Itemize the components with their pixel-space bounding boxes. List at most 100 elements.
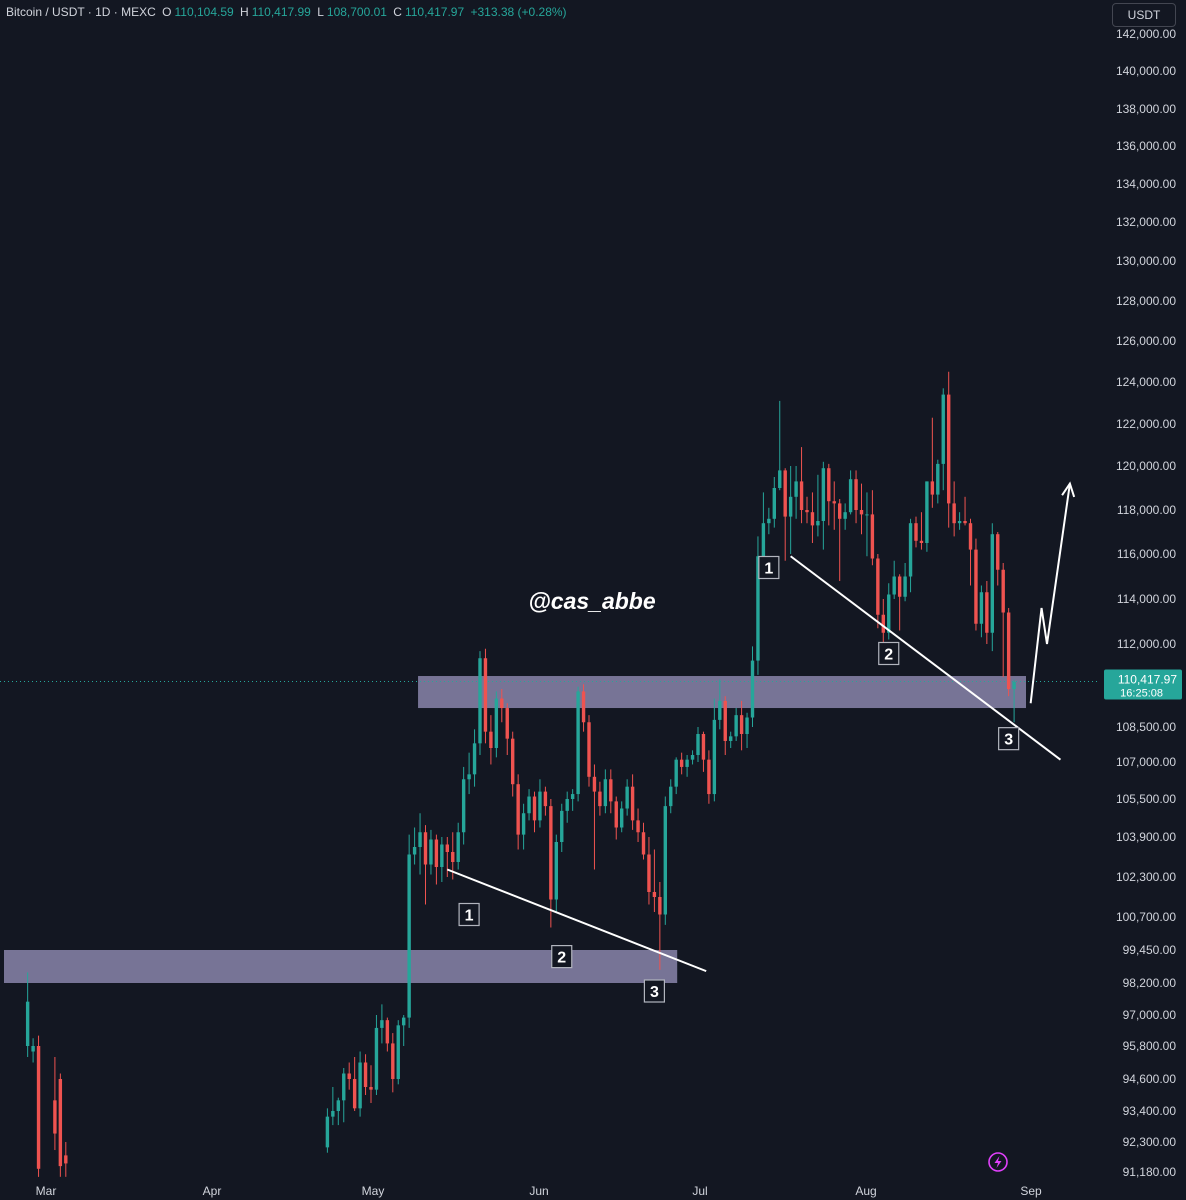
symbol-title[interactable]: Bitcoin / USDT · 1D · MEXC — [6, 5, 156, 19]
candle — [805, 496, 809, 524]
candle-body — [521, 813, 526, 835]
trendline — [790, 555, 1062, 761]
price-tick-label: 92,300.00 — [1123, 1135, 1177, 1149]
candle — [859, 483, 864, 535]
candle — [712, 698, 717, 802]
candle-body — [352, 1079, 357, 1109]
candle-body — [1012, 681, 1016, 690]
candle — [369, 1065, 373, 1103]
candle — [418, 813, 422, 875]
price-tick-label: 124,000.00 — [1116, 375, 1176, 389]
projection-arrow — [1029, 483, 1071, 704]
candle — [592, 764, 597, 870]
candle-body — [788, 496, 793, 517]
candle — [799, 447, 804, 524]
time-tick-label: Jul — [692, 1184, 707, 1198]
candle — [31, 1038, 35, 1063]
candle-body — [652, 892, 657, 897]
candle — [412, 827, 417, 865]
candle — [794, 466, 798, 519]
candle — [788, 466, 793, 554]
candle — [570, 789, 575, 811]
candle-body — [543, 791, 548, 807]
candle-body — [778, 470, 782, 488]
candle — [658, 882, 662, 970]
candle-body — [494, 698, 499, 748]
candle — [838, 499, 842, 581]
currency-selector[interactable]: USDT — [1112, 3, 1176, 27]
candle-body — [412, 847, 417, 855]
candle — [64, 1142, 68, 1177]
candle-body — [429, 839, 433, 865]
candle — [374, 1015, 379, 1095]
candle-body — [723, 700, 727, 741]
candle — [985, 581, 989, 644]
candle-body — [750, 660, 755, 718]
candle — [516, 774, 520, 850]
candle-body — [483, 658, 488, 732]
candle — [565, 791, 569, 823]
wave-label: 1 — [465, 908, 474, 925]
candle — [614, 796, 618, 840]
wave-label-box — [643, 979, 666, 1003]
candle — [865, 492, 869, 557]
candle — [827, 463, 831, 526]
lightning-icon[interactable] — [988, 1152, 1008, 1172]
candle-body — [369, 1087, 373, 1090]
candle — [494, 691, 499, 758]
price-tick-label: 107,000.00 — [1116, 755, 1176, 769]
candle-body — [445, 844, 449, 852]
candle-body — [848, 479, 853, 513]
price-tick-label: 91,180.00 — [1123, 1165, 1177, 1179]
price-tick-label: 138,000.00 — [1116, 102, 1176, 116]
candle-body — [554, 842, 558, 900]
candle-body — [434, 839, 439, 867]
candle-body — [810, 512, 815, 526]
candle — [385, 1017, 390, 1052]
candle-body — [402, 1017, 406, 1026]
candle — [363, 1054, 368, 1095]
candle — [609, 769, 613, 814]
candle-body — [772, 488, 776, 519]
price-tick-label: 128,000.00 — [1116, 294, 1176, 308]
candle — [810, 492, 815, 543]
candle-body — [663, 806, 667, 915]
candle — [685, 755, 689, 777]
candle — [778, 400, 782, 491]
candle-body — [36, 1046, 41, 1169]
candle-body — [630, 786, 635, 821]
candle — [511, 731, 515, 797]
projection-arrow-head — [1061, 481, 1076, 498]
candle-body — [25, 1001, 30, 1046]
candle-body — [538, 791, 542, 821]
candle-body — [963, 521, 967, 524]
low-label: L — [317, 5, 324, 19]
wave-label-box — [878, 641, 900, 666]
time-tick-label: Mar — [36, 1184, 57, 1198]
candle-body — [859, 510, 864, 515]
candle — [505, 703, 509, 755]
candle-body — [609, 779, 613, 802]
price-tick-label: 93,400.00 — [1123, 1104, 1177, 1118]
chart-header: Bitcoin / USDT · 1D · MEXC O 110,104.59 H… — [6, 5, 570, 19]
candle — [897, 574, 902, 631]
candle-body — [325, 1116, 330, 1148]
candle — [1012, 679, 1016, 723]
candle-body — [1001, 569, 1005, 613]
price-tick-label: 116,000.00 — [1117, 547, 1176, 561]
candle-body — [669, 786, 673, 807]
candle-body — [516, 784, 520, 835]
candle-body — [58, 1079, 63, 1167]
zones-layer — [4, 676, 1026, 983]
candle — [543, 786, 548, 816]
candle-body — [968, 523, 973, 550]
candle — [947, 371, 951, 528]
price-tick-label: 118,000.00 — [1117, 503, 1176, 517]
candle-body — [549, 806, 553, 900]
candle-body — [331, 1111, 335, 1117]
candle-body — [756, 556, 760, 661]
candle — [919, 512, 924, 550]
time-tick-label: Apr — [203, 1184, 222, 1198]
candle — [521, 803, 526, 850]
